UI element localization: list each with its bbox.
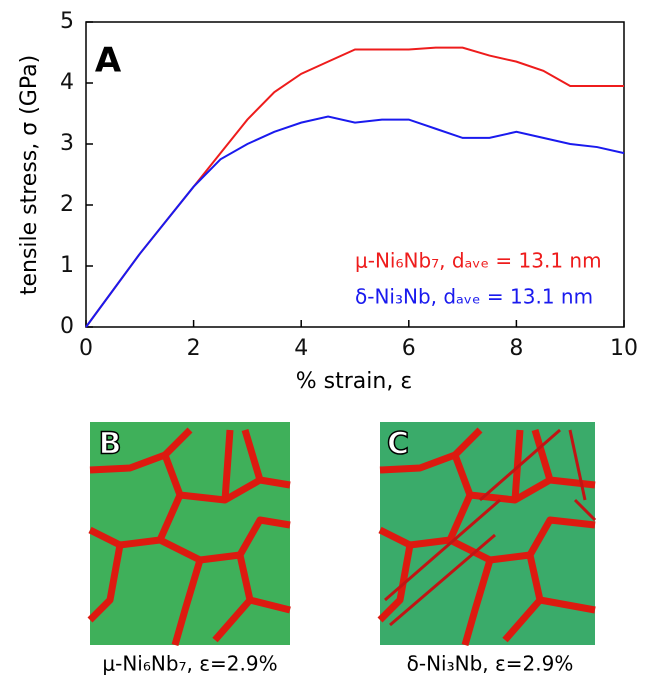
stacking-faults bbox=[384, 428, 597, 627]
x-tick-label: 2 bbox=[187, 336, 201, 361]
x-tick-label: 0 bbox=[79, 336, 93, 361]
panel-label: A bbox=[95, 41, 122, 81]
y-tick-label: 1 bbox=[60, 253, 74, 278]
y-tick-label: 2 bbox=[60, 192, 74, 217]
legend-label: δ-Ni₃Nb, dₐᵥₑ = 13.1 nm bbox=[355, 285, 593, 309]
legend-label: μ-Ni₆Nb₇, dₐᵥₑ = 13.1 nm bbox=[355, 249, 602, 273]
grain-boundaries bbox=[377, 427, 596, 646]
image-background bbox=[380, 422, 595, 645]
micrograph-b: B bbox=[87, 422, 291, 646]
grain-boundaries bbox=[87, 427, 291, 646]
plot-frame bbox=[85, 21, 625, 328]
panel-label: C bbox=[387, 427, 409, 462]
y-axis-label: tensile stress, σ (GPa) bbox=[17, 55, 42, 295]
x-axis-label: % strain, ε bbox=[296, 369, 412, 394]
series-line bbox=[85, 115, 625, 328]
panel-label: B bbox=[99, 427, 122, 462]
y-tick-label: 4 bbox=[60, 70, 74, 95]
x-tick-label: 4 bbox=[294, 336, 308, 361]
caption: δ-Ni₃Nb, ε=2.9% bbox=[407, 652, 574, 676]
caption: μ-Ni₆Nb₇, ε=2.9% bbox=[102, 652, 277, 676]
x-tick-label: 10 bbox=[610, 336, 638, 361]
micrograph-c: C bbox=[377, 422, 597, 646]
y-tick-label: 5 bbox=[60, 9, 74, 34]
x-tick-label: 6 bbox=[402, 336, 416, 361]
x-tick-label: 8 bbox=[509, 336, 523, 361]
y-tick-label: 0 bbox=[60, 314, 74, 339]
y-tick-label: 3 bbox=[60, 131, 74, 156]
